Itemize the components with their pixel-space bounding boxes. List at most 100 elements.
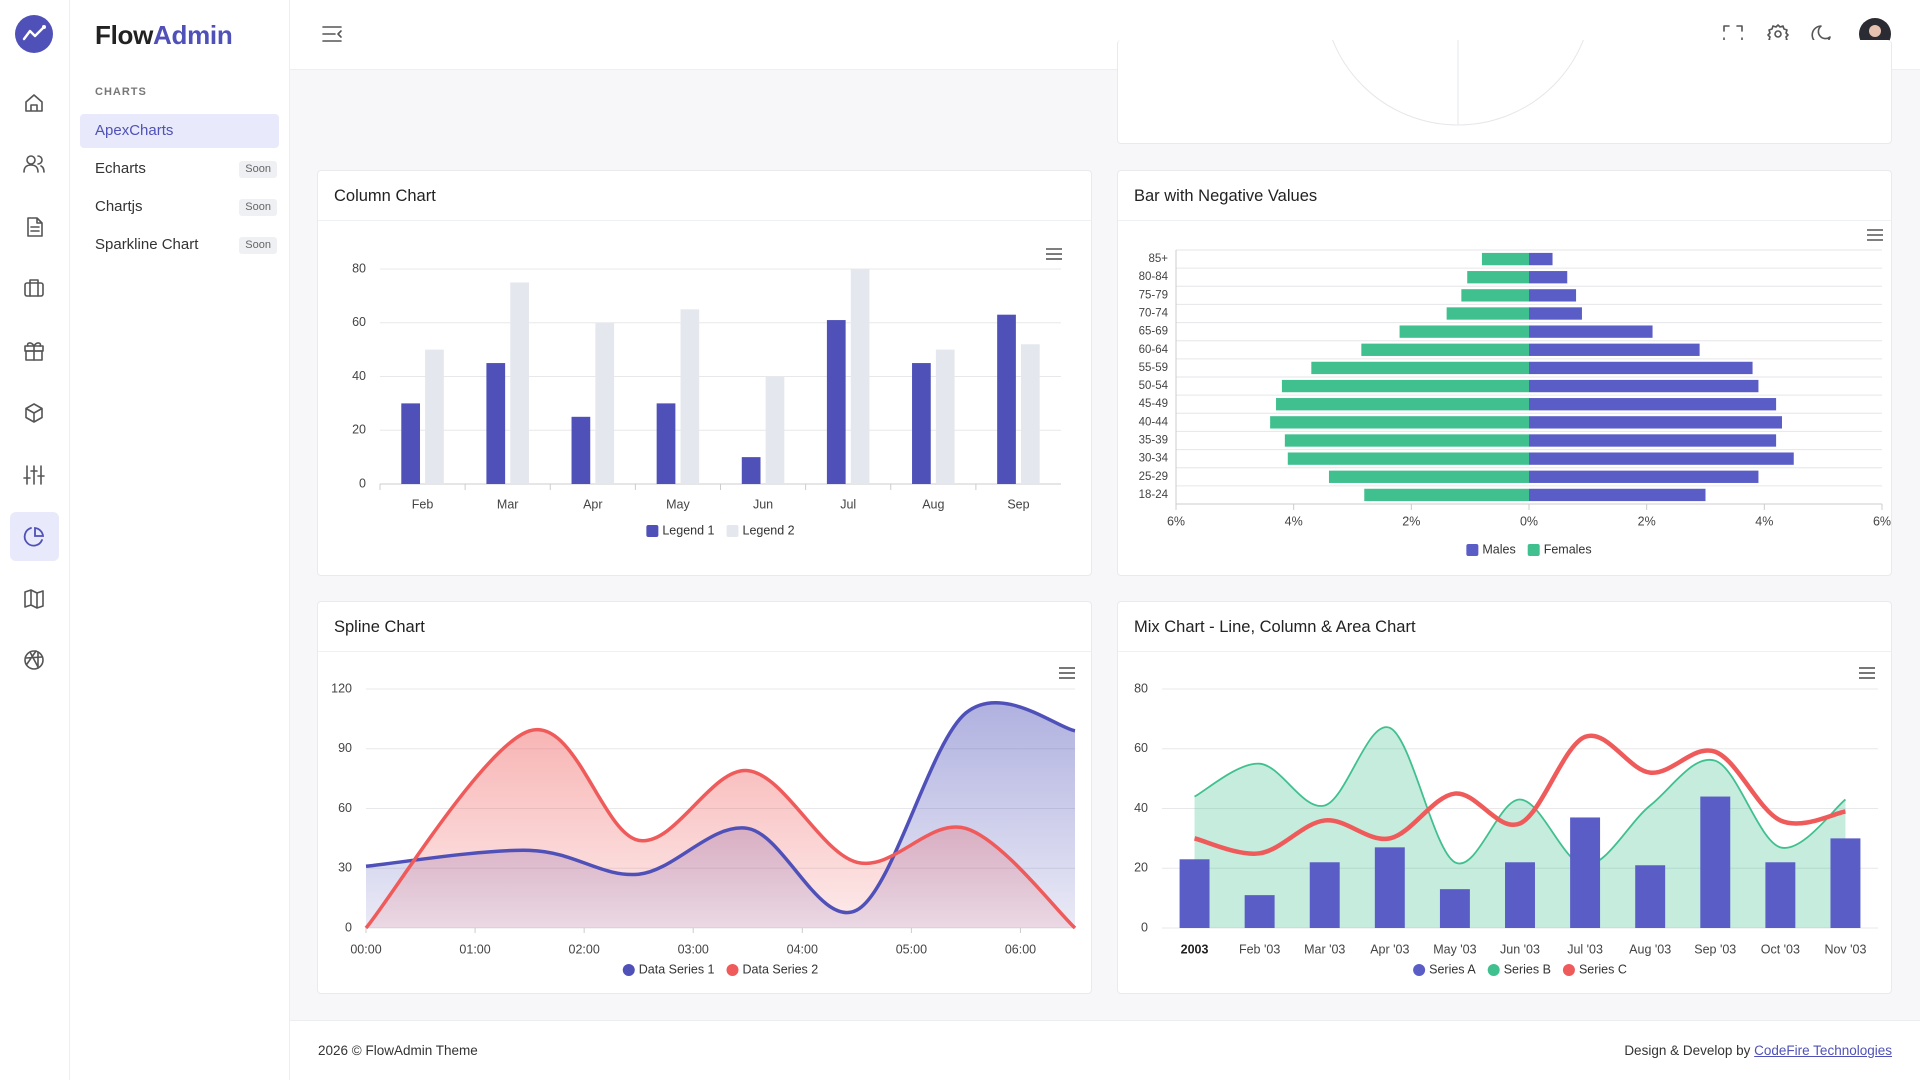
y-tick-label: 30: [338, 861, 352, 875]
bar: [1439, 889, 1470, 928]
bar: [1467, 271, 1529, 284]
fullscreen-icon[interactable]: [1723, 25, 1743, 44]
nav-item[interactable]: ApexCharts: [80, 114, 279, 148]
x-tick-label: 6%: [1873, 514, 1891, 528]
aperture-icon[interactable]: [24, 650, 44, 670]
chart: 0 20 40 60 80 2003 Feb '03 Mar '03 Apr '03 May '0…: [1134, 667, 1878, 976]
copyright: 2026 © FlowAdmin Theme: [318, 1043, 478, 1058]
bar: [1529, 416, 1782, 429]
nav-item[interactable]: Chartjs Soon: [80, 190, 279, 224]
y-category-label: 60-64: [1139, 344, 1169, 356]
line: [364, 727, 1077, 930]
chart-menu[interactable]: [1859, 667, 1875, 679]
legend-label: Legend 2: [743, 523, 795, 537]
map-icon[interactable]: [24, 589, 44, 609]
bar: [486, 363, 506, 484]
legend-item[interactable]: Data Series 2: [726, 962, 819, 976]
bar: [1529, 361, 1753, 375]
legend-label: Data Series 2: [743, 962, 819, 976]
x-tick-label: Sep '03: [1694, 942, 1736, 956]
x-tick-label: 02:00: [569, 942, 600, 956]
y-tick-label: 80: [352, 261, 366, 275]
area: [366, 729, 1075, 928]
y-category-label: 80-84: [1139, 271, 1169, 283]
legend-item[interactable]: Data Series 1: [622, 962, 715, 976]
gift-icon[interactable]: [24, 342, 44, 361]
file-icon[interactable]: [27, 217, 43, 237]
bar: [850, 269, 870, 484]
legend-item[interactable]: Legend 2: [726, 523, 795, 537]
menu-toggle[interactable]: [322, 26, 342, 42]
x-tick-label: Aug: [922, 497, 944, 511]
chart-menu[interactable]: [1046, 248, 1062, 260]
x-tick-label: Mar '03: [1304, 942, 1345, 956]
legend-item[interactable]: Females: [1527, 542, 1592, 556]
legend-item[interactable]: Series A: [1413, 962, 1476, 976]
users-icon[interactable]: [23, 155, 45, 173]
y-category-label: 45-49: [1139, 398, 1168, 410]
y-tick-label: 0: [1141, 920, 1148, 934]
x-tick-label: 6%: [1167, 514, 1185, 528]
x-tick-label: 04:00: [787, 942, 818, 956]
legend-item[interactable]: Legend 1: [646, 523, 715, 537]
chart-menu[interactable]: [1867, 229, 1883, 241]
chart-card: Bar with Negative Values 85+ 80-84 75-79 70…: [1117, 170, 1892, 576]
bar: [1020, 344, 1040, 484]
legend-marker: [1466, 544, 1479, 556]
x-tick-label: Jun '03: [1500, 942, 1540, 956]
x-tick-label: 05:00: [896, 942, 927, 956]
legend-item[interactable]: Series C: [1562, 962, 1627, 976]
bar: [1505, 862, 1535, 928]
bar: [912, 363, 931, 484]
x-tick-label: 03:00: [678, 942, 709, 956]
chart-menu[interactable]: [1059, 667, 1075, 679]
home-icon[interactable]: [25, 94, 43, 112]
x-tick-label: 2003: [1181, 942, 1209, 956]
y-tick-label: 60: [352, 315, 366, 329]
legend-item[interactable]: Males: [1466, 542, 1516, 556]
x-tick-label: Jul '03: [1567, 942, 1603, 956]
credit-link[interactable]: CodeFire Technologies: [1754, 1043, 1892, 1058]
x-tick-label: 01:00: [459, 942, 490, 956]
legend-label: Series C: [1579, 962, 1627, 976]
legend-marker: [1562, 964, 1575, 976]
legend-marker: [1413, 964, 1426, 976]
legend: Data Series 1 Data Series 2: [622, 962, 819, 976]
legend-marker: [1487, 964, 1500, 976]
badge: Soon: [239, 237, 277, 254]
nav-item[interactable]: Sparkline Chart Soon: [80, 228, 279, 262]
brand-second: Admin: [153, 20, 233, 50]
bar: [741, 457, 761, 484]
y-tick-label: 60: [1134, 741, 1148, 755]
bar: [1399, 325, 1529, 338]
y-tick-label: 40: [1134, 801, 1148, 815]
nav-item[interactable]: Echarts Soon: [80, 152, 279, 186]
bar: [510, 282, 529, 484]
x-tick-label: 06:00: [1005, 942, 1036, 956]
logo[interactable]: [15, 15, 53, 53]
bar: [1765, 862, 1796, 928]
nav-label: Echarts: [95, 160, 146, 177]
bar: [1361, 343, 1529, 356]
card-title: Spline Chart: [318, 602, 1091, 652]
brand-first: Flow: [95, 20, 154, 50]
area: [1194, 727, 1846, 928]
sliders-icon[interactable]: [23, 465, 45, 485]
icon-rail: [0, 0, 70, 1080]
bar: [1529, 307, 1582, 320]
box-icon[interactable]: [25, 403, 43, 423]
x-tick-label: Aug '03: [1629, 942, 1671, 956]
legend-item[interactable]: Series B: [1487, 962, 1551, 976]
bar: [1309, 862, 1340, 928]
bar: [401, 403, 421, 484]
pie-icon[interactable]: [23, 526, 45, 547]
briefcase-icon[interactable]: [24, 279, 44, 297]
chart-card: Mix Chart - Line, Column & Area Chart 0 2…: [1117, 601, 1892, 994]
line: [1193, 733, 1846, 856]
bar: [1529, 398, 1777, 411]
y-category-label: 55-59: [1139, 362, 1168, 374]
card-title: Column Chart: [318, 171, 1091, 221]
x-tick-label: Sep: [1007, 497, 1029, 511]
y-category-label: 65-69: [1139, 326, 1168, 338]
